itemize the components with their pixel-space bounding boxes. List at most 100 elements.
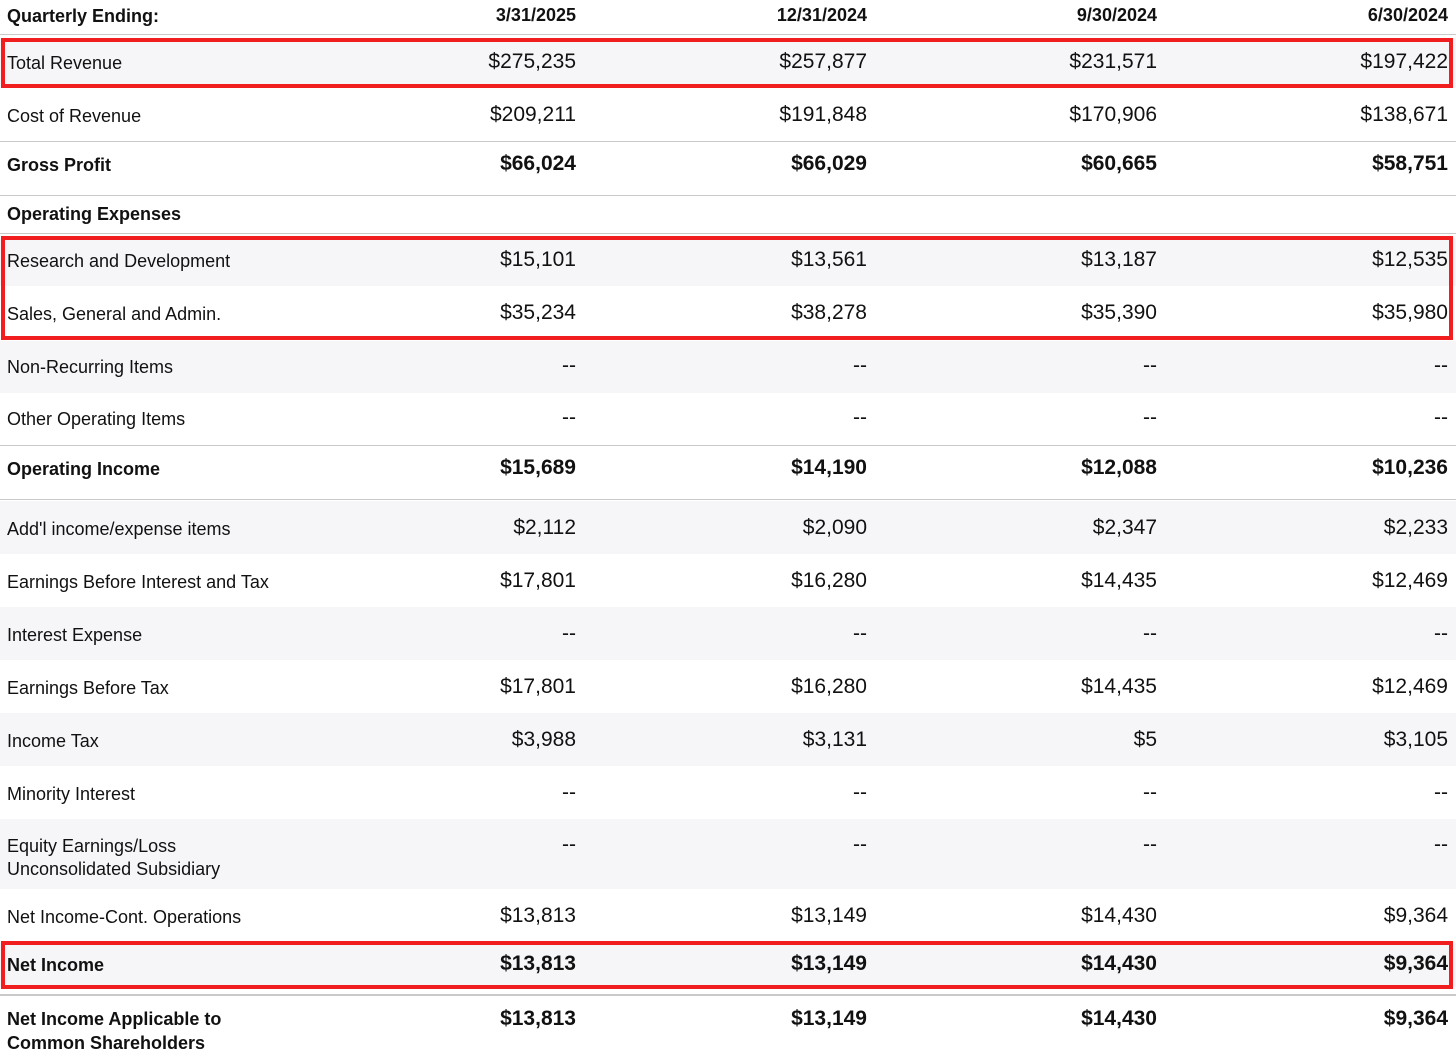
row-value: $3,105 [1383,728,1448,751]
row-value: $3,988 [511,728,576,751]
row-value: $9,364 [1383,904,1448,927]
row-sga: Sales, General and Admin. $35,234 $38,27… [0,286,1456,339]
row-value: $2,233 [1383,516,1448,539]
row-value: $14,430 [1081,904,1157,927]
row-value: $13,813 [500,904,576,927]
row-value: $13,149 [791,952,867,975]
row-value: $12,088 [1081,456,1157,479]
row-net-income-cont: Net Income-Cont. Operations $13,813 $13,… [0,889,1456,942]
period-3: 9/30/2024 [1076,5,1157,25]
row-value: $17,801 [500,675,576,698]
row-value: -- [562,781,576,804]
row-label: Other Operating Items [7,409,186,429]
row-ebt: Earnings Before Tax $17,801 $16,280 $14,… [0,660,1456,713]
row-label-line-2: Unconsolidated Subsidiary [7,859,221,879]
row-value: $138,671 [1360,103,1448,126]
row-value: $13,187 [1081,248,1157,271]
row-label: Interest Expense [7,625,143,645]
row-label: Net Income-Cont. Operations [7,907,242,927]
row-value: -- [853,833,867,856]
row-operating-income: Operating Income $15,689 $14,190 $12,088… [0,447,1456,500]
row-value: $16,280 [791,675,867,698]
row-value: $66,024 [500,152,576,175]
row-value: $12,469 [1372,569,1448,592]
row-value: $2,112 [513,516,576,539]
row-equity-earnings: Equity Earnings/Loss Unconsolidated Subs… [0,819,1456,889]
row-value: -- [562,406,576,429]
row-value: $16,280 [791,569,867,592]
period-4: 6/30/2024 [1367,5,1448,25]
row-ebit: Earnings Before Interest and Tax $17,801… [0,554,1456,607]
row-value: -- [1434,354,1448,377]
row-value: -- [1434,781,1448,804]
row-value: $15,689 [500,456,576,479]
period-1: 3/31/2025 [495,5,576,25]
row-label: Total Revenue [7,53,123,73]
row-value: $170,906 [1069,103,1157,126]
row-value: $60,665 [1081,152,1157,175]
row-value: $14,190 [791,456,867,479]
row-label: Cost of Revenue [7,106,142,126]
row-value: $257,877 [779,50,867,73]
row-value: $5 [1133,728,1157,751]
row-value: -- [853,622,867,645]
row-gross-profit: Gross Profit $66,024 $66,029 $60,665 $58… [0,143,1456,196]
row-value: $15,101 [500,248,576,271]
row-value: -- [853,781,867,804]
row-value: $66,029 [791,152,867,175]
row-net-income-common: Net Income Applicable to Common Sharehol… [0,996,1456,1057]
row-label-line-2: Common Shareholders [7,1033,206,1053]
row-value: -- [1434,622,1448,645]
row-operating-expenses: Operating Expenses [0,197,1456,234]
row-label-line-1: Equity Earnings/Loss [7,836,177,856]
row-total-revenue: Total Revenue $275,235 $257,877 $231,571… [0,38,1456,88]
period-2: 12/31/2024 [776,5,867,25]
row-value: $13,561 [791,248,867,271]
row-value: $3,131 [802,728,867,751]
row-value: $14,435 [1081,569,1157,592]
row-label: Income Tax [7,731,99,751]
row-value: $14,430 [1081,952,1157,975]
row-value: -- [562,354,576,377]
row-label: Earnings Before Interest and Tax [7,572,269,592]
row-value: $17,801 [500,569,576,592]
divider [0,994,1456,996]
row-value: $13,149 [791,1007,867,1030]
row-value: -- [1143,354,1157,377]
row-label: Non-Recurring Items [7,357,174,377]
section-label: Operating Expenses [7,204,182,224]
row-value: $35,234 [500,301,576,324]
row-other-operating: Other Operating Items -- -- -- -- [0,393,1456,446]
row-net-income: Net Income $13,813 $13,149 $14,430 $9,36… [0,943,1456,987]
row-value: $12,535 [1372,248,1448,271]
row-value: $38,278 [791,301,867,324]
row-value: $209,211 [489,103,576,126]
row-value: $2,090 [802,516,867,539]
row-cost-of-revenue: Cost of Revenue $209,211 $191,848 $170,9… [0,89,1456,142]
row-value: -- [853,354,867,377]
row-research-development: Research and Development $15,101 $13,561… [0,238,1456,286]
row-value: -- [1143,781,1157,804]
row-value: -- [853,406,867,429]
row-value: $13,813 [500,1007,576,1030]
row-value: $35,980 [1372,301,1448,324]
row-value: -- [1434,406,1448,429]
row-value: $58,751 [1372,152,1448,175]
row-value: $14,430 [1081,1007,1157,1030]
row-value: -- [1143,833,1157,856]
row-value: $13,149 [791,904,867,927]
row-value: $13,813 [500,952,576,975]
row-value: $197,422 [1360,50,1448,73]
row-label-line-1: Net Income Applicable to [7,1009,222,1029]
row-value: -- [1434,833,1448,856]
row-value: -- [562,833,576,856]
row-label: Net Income [7,955,105,975]
row-interest-expense: Interest Expense -- -- -- -- [0,607,1456,660]
header-label: Quarterly Ending: [7,6,160,26]
row-label: Research and Development [7,251,231,271]
row-non-recurring: Non-Recurring Items -- -- -- -- [0,341,1456,393]
row-value: $191,848 [779,103,867,126]
row-value: -- [1143,622,1157,645]
row-income-tax: Income Tax $3,988 $3,131 $5 $3,105 [0,713,1456,766]
row-value: $231,571 [1069,50,1157,73]
